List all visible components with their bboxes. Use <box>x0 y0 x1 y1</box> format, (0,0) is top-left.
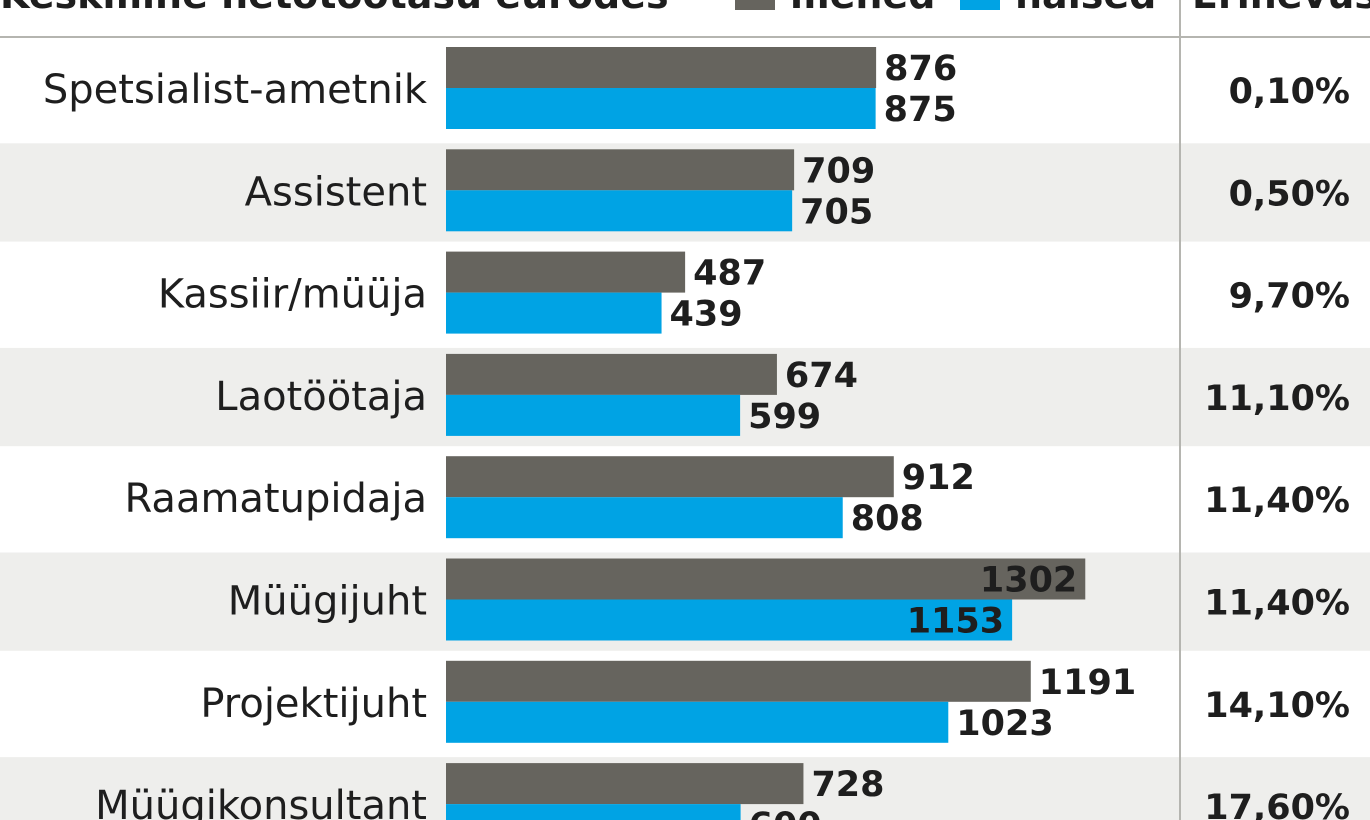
bar-men <box>446 353 777 395</box>
value-label-women: 705 <box>800 192 873 232</box>
category-label: Projektijuht <box>200 681 427 727</box>
difference-label: 11,40% <box>1204 481 1350 521</box>
difference-column-header: Erinevus <box>1192 0 1370 17</box>
category-label: Assistent <box>245 169 427 215</box>
bar-men <box>446 763 804 805</box>
bars <box>446 47 1086 820</box>
bar-women <box>446 190 793 232</box>
difference-label: 17,60% <box>1204 788 1350 820</box>
category-label: Spetsialist-ametnik <box>43 67 428 113</box>
category-labels: Spetsialist-ametnik Assistent Kassiir/müüj… <box>43 67 428 820</box>
value-label-men: 487 <box>693 254 766 294</box>
category-label: Raamatupidaja <box>125 476 427 522</box>
value-label-women: 1153 <box>907 602 1004 642</box>
bar-women <box>446 701 949 743</box>
value-label-men: 912 <box>902 458 975 498</box>
bar-women <box>446 394 741 436</box>
bar-men <box>446 456 894 498</box>
legend-swatch-women <box>960 0 1000 10</box>
difference-label: 11,40% <box>1204 584 1350 624</box>
difference-label: 14,10% <box>1204 686 1350 726</box>
value-label-men: 674 <box>785 356 858 396</box>
value-label-men: 876 <box>884 49 957 89</box>
legend-label-women: naised <box>1015 0 1156 17</box>
value-label-women: 600 <box>749 806 822 820</box>
value-label-women: 1023 <box>956 704 1053 744</box>
difference-label: 0,50% <box>1229 174 1350 214</box>
bar-men <box>446 558 1086 600</box>
chart-title: Keskmine netotöötasu eurodes <box>0 0 669 17</box>
difference-label: 11,10% <box>1204 379 1350 419</box>
value-label-men: 1302 <box>980 561 1077 601</box>
legend-label-men: mehed <box>790 0 935 17</box>
category-label: Müügikonsultant <box>95 783 427 820</box>
value-label-women: 808 <box>851 499 924 539</box>
value-label-women: 875 <box>884 90 957 130</box>
category-label: Laotöötaja <box>215 374 427 420</box>
value-label-women: 599 <box>748 397 821 437</box>
value-label-women: 439 <box>670 295 743 335</box>
bar-men <box>446 47 877 88</box>
legend-swatch-men <box>735 0 775 10</box>
bar-women <box>446 88 876 129</box>
difference-labels: 0,10% 0,50% 9,70% 11,10% 11,40% 11,40% 14,10% 1… <box>1204 72 1350 820</box>
bar-men <box>446 660 1031 702</box>
bar-women <box>446 599 1013 641</box>
bar-men <box>446 251 686 293</box>
category-label: Kassiir/müüja <box>158 272 427 318</box>
bar-women <box>446 292 662 334</box>
difference-label: 9,70% <box>1229 277 1350 317</box>
value-label-men: 728 <box>811 765 884 805</box>
chart-header: Keskmine netotöötasu eurodes mehed naise… <box>0 0 1370 17</box>
bar-women <box>446 497 843 539</box>
bar-women <box>446 804 741 820</box>
difference-label: 0,10% <box>1229 72 1350 112</box>
value-label-men: 1191 <box>1039 663 1136 703</box>
value-label-men: 709 <box>802 151 875 191</box>
bar-men <box>446 149 795 191</box>
category-label: Müügijuht <box>228 579 427 625</box>
